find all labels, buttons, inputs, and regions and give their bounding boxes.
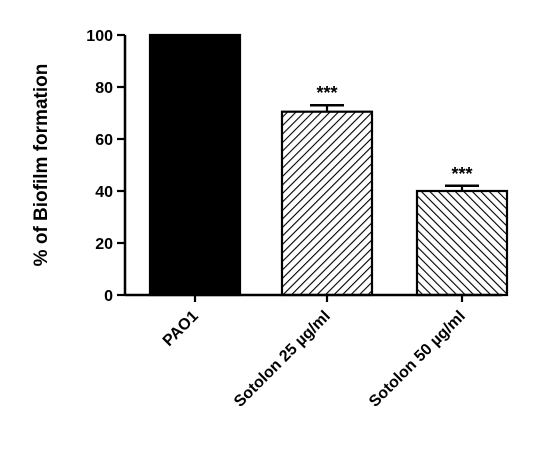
error-bars-group	[310, 103, 479, 191]
x-ticks-group: PAO1 Sotolon 25 µg/ml Sotolon 50 µg/ml	[160, 295, 469, 411]
bar-1	[148, 33, 242, 297]
y-tick-label-0: 0	[104, 288, 113, 305]
bar-2	[280, 110, 374, 297]
y-tick-label-20: 20	[95, 236, 113, 253]
y-tick-label-60: 60	[95, 132, 113, 149]
x-tick-label-1: PAO1	[160, 308, 202, 350]
y-tick-label-100: 100	[86, 28, 113, 45]
annotations-group: *** ***	[316, 83, 472, 184]
significance-label-2: ***	[316, 83, 337, 103]
y-tick-label-80: 80	[95, 80, 113, 97]
significance-label-3: ***	[451, 164, 472, 184]
y-ticks-group: 0 20 40 60 80 100	[86, 28, 125, 305]
y-axis-label: % of Biofilm formation	[31, 64, 52, 267]
x-tick-label-3: Sotolon 50 µg/ml	[366, 308, 469, 411]
y-tick-label-40: 40	[95, 184, 113, 201]
x-tick-label-2: Sotolon 25 µg/ml	[231, 308, 334, 411]
bar-3	[415, 189, 509, 297]
